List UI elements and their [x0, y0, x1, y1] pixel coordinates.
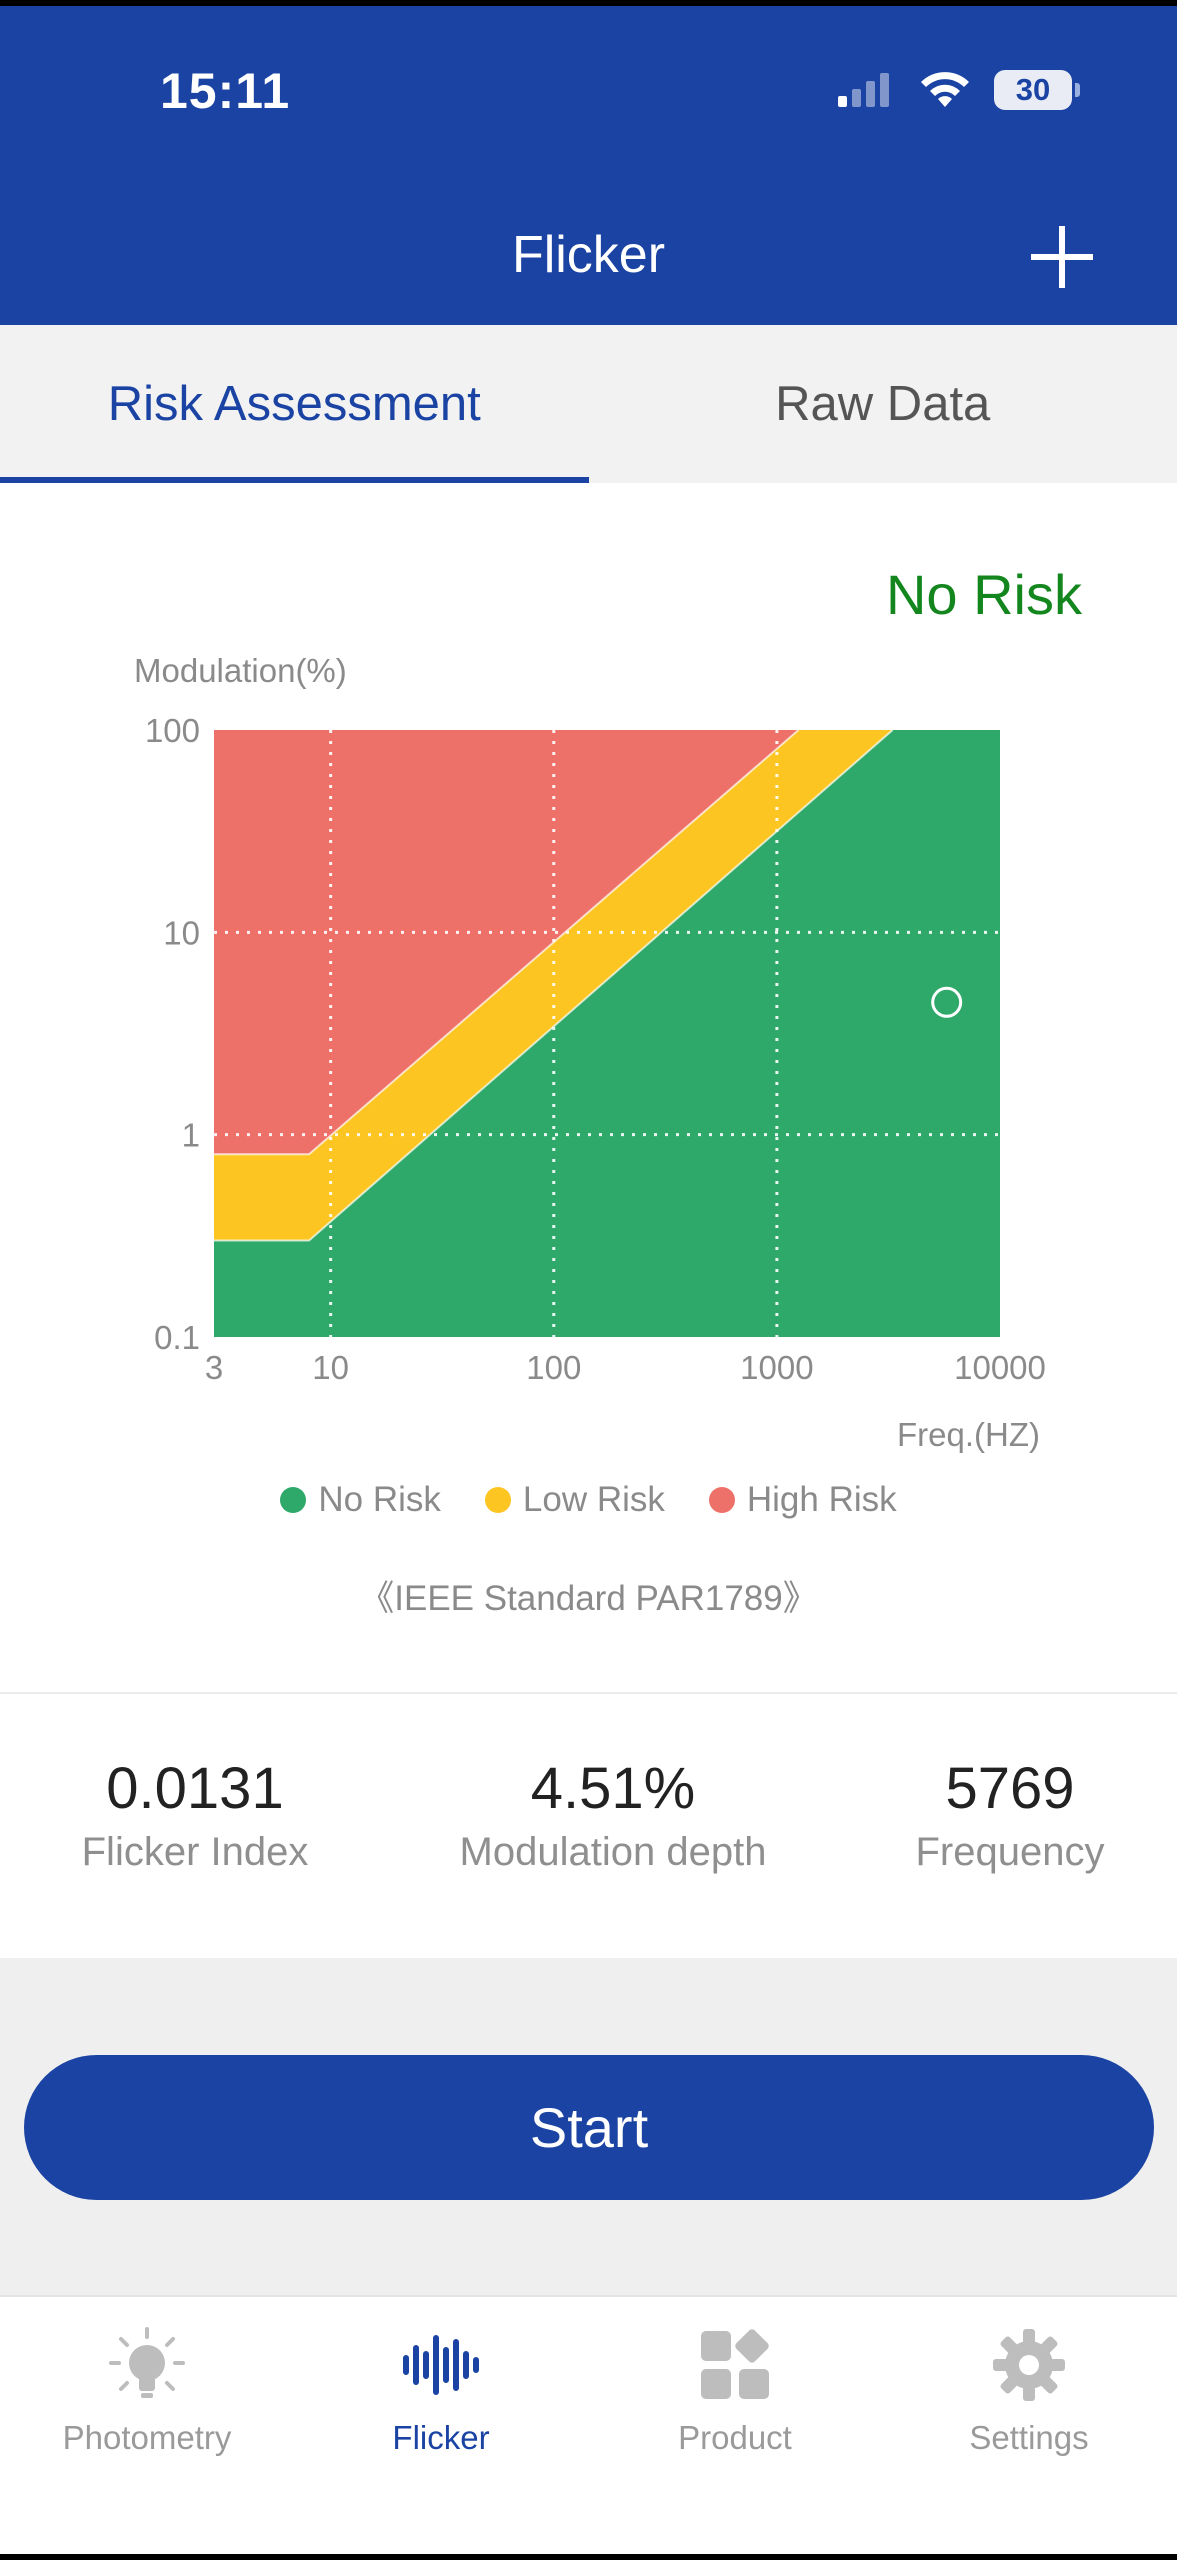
tabbar-label: Product [678, 2419, 792, 2456]
y-axis-label: Modulation(%) [134, 652, 347, 689]
metric-label: Frequency [915, 1830, 1105, 1874]
legend-label: High Risk [746, 1480, 897, 1519]
standard-reference: 《IEEE Standard PAR1789》 [359, 1579, 818, 1618]
legend-label: Low Risk [522, 1480, 665, 1519]
chart-legend: No Risk Low Risk High Risk [0, 1480, 1177, 1520]
grid-icon [701, 2329, 769, 2399]
plus-icon[interactable] [1027, 222, 1097, 292]
section-divider [0, 1692, 1177, 1694]
legend-dot-low-risk [484, 1487, 511, 1513]
tab-risk-assessment[interactable]: Risk Assessment [0, 325, 589, 483]
measurement-point [931, 986, 963, 1018]
bottom-tab-bar: Photometry Flicker Produ [0, 2295, 1177, 2560]
legend-item-high-risk: High Risk [708, 1480, 897, 1520]
tabbar-item-flicker[interactable]: Flicker [294, 2297, 588, 2560]
flicker-risk-chart: 3 10 100 1000 10000 100 10 1 0.1 Modulation(%) F… [134, 652, 1046, 1453]
risk-result: No Risk [885, 563, 1082, 626]
metric-frequency: 5769 Frequency [860, 1755, 1160, 1875]
x-tick-label: 1000 [740, 1349, 813, 1386]
legend-label: No Risk [318, 1480, 441, 1519]
tabbar-label: Flicker [392, 2419, 490, 2456]
tabbar-item-photometry[interactable]: Photometry [0, 2297, 294, 2560]
wifi-icon [921, 72, 969, 107]
tabbar-label: Photometry [62, 2419, 232, 2456]
battery-icon: 30 [994, 70, 1080, 110]
cellular-signal-icon [838, 73, 889, 107]
start-button[interactable]: Start [24, 2055, 1154, 2200]
x-tick-label: 10000 [954, 1349, 1046, 1386]
segment-tabs: Risk Assessment Raw Data [0, 325, 1177, 483]
metric-value: 5769 [945, 1756, 1075, 1821]
metric-value: 4.51% [530, 1756, 696, 1821]
legend-item-no-risk: No Risk [280, 1480, 441, 1520]
status-icons: 30 [836, 70, 1080, 110]
action-area: Start [0, 1958, 1177, 2295]
status-time: 15:11 [160, 63, 291, 119]
x-axis-label: Freq.(HZ) [897, 1416, 1040, 1453]
region-no-risk [214, 730, 1000, 1337]
page-title: Flicker [511, 226, 666, 284]
x-tick-label: 3 [205, 1349, 223, 1386]
y-tick-label: 0.1 [154, 1319, 200, 1356]
x-tick-label: 100 [526, 1349, 581, 1386]
y-tick-label: 1 [182, 1117, 200, 1154]
boundary-line-low-risk [214, 729, 800, 1156]
boundary-line-no-risk [214, 729, 894, 1242]
tab-raw-data[interactable]: Raw Data [775, 377, 991, 431]
top-bar: 15:11 30 Flicker [0, 0, 1177, 325]
screen-edge [0, 2554, 1177, 2560]
metric-value: 0.0131 [106, 1756, 284, 1821]
metric-modulation-depth: 4.51% Modulation depth [413, 1755, 813, 1875]
waveform-icon [403, 2335, 479, 2395]
x-tick-label: 10 [312, 1349, 349, 1386]
legend-dot-high-risk [708, 1487, 735, 1513]
metric-label: Modulation depth [459, 1830, 767, 1874]
tabbar-item-product[interactable]: Product [588, 2297, 882, 2560]
y-tick-label: 100 [145, 712, 200, 749]
y-tick-label: 10 [163, 914, 200, 951]
legend-dot-no-risk [280, 1487, 307, 1513]
legend-item-low-risk: Low Risk [484, 1480, 665, 1520]
gear-icon [993, 2329, 1065, 2401]
tabbar-item-settings[interactable]: Settings [882, 2297, 1176, 2560]
tabbar-label: Settings [969, 2419, 1089, 2456]
bulb-icon [109, 2327, 185, 2398]
metric-label: Flicker Index [81, 1830, 309, 1874]
metric-flicker-index: 0.0131 Flicker Index [30, 1755, 360, 1875]
screen-edge [0, 0, 1177, 6]
